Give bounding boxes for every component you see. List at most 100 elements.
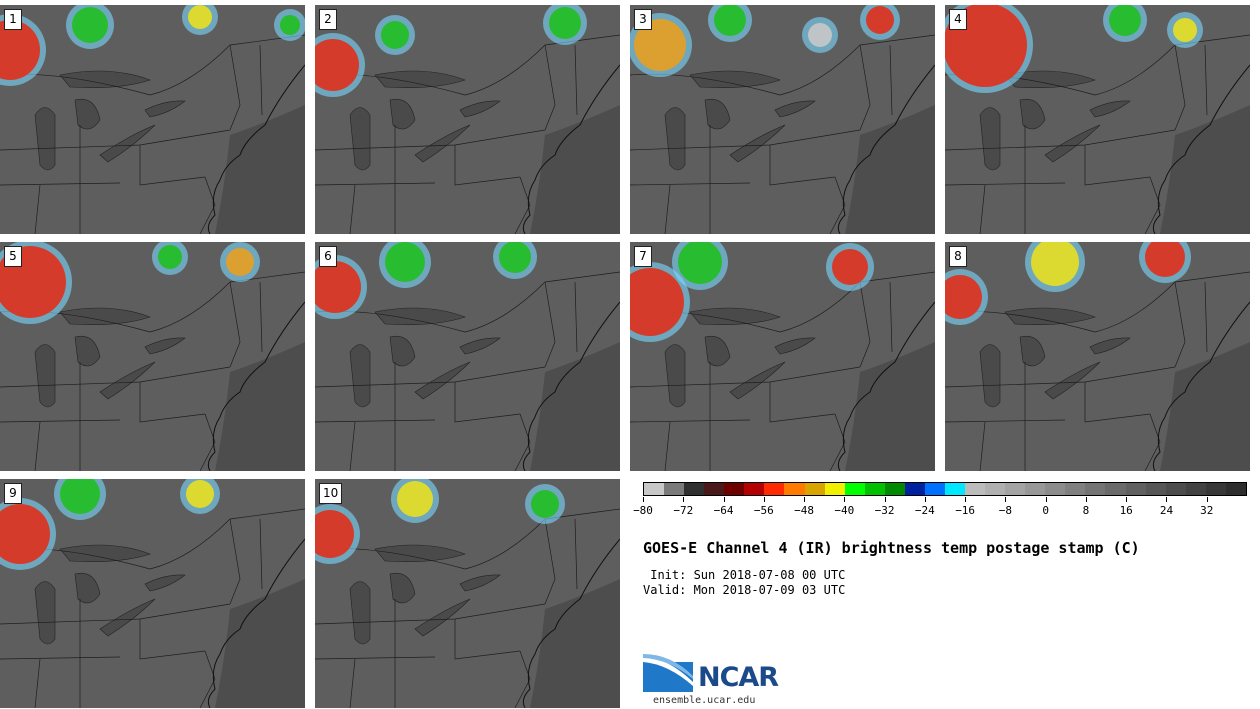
border-line [199, 176, 216, 234]
border-line [229, 281, 241, 368]
colorbar-tick [1206, 497, 1208, 502]
border-line [229, 518, 241, 605]
colorbar-bin [864, 483, 885, 495]
lake-ontario [774, 100, 816, 118]
colorbar-tick [763, 497, 765, 502]
lake-huron [704, 98, 731, 130]
lake-superior [59, 70, 151, 88]
ensemble-member-panel-4: 4 [945, 5, 1250, 234]
panel-label-4: 4 [949, 9, 967, 30]
cloud-top [1031, 242, 1079, 286]
init-time: Init: Sun 2018-07-08 00 UTC [643, 568, 846, 582]
colorbar-tick [1085, 497, 1087, 502]
lake-michigan [979, 107, 1001, 171]
colorbar-tick [844, 497, 846, 502]
border-line [454, 619, 521, 660]
ocean-area [530, 342, 620, 471]
lake-superior [689, 307, 781, 325]
lake-erie [414, 124, 471, 163]
cloud-top [280, 15, 300, 35]
border-line [1174, 44, 1186, 131]
lake-michigan [34, 344, 56, 408]
lake-erie [729, 361, 786, 400]
lake-huron [74, 335, 101, 367]
border-line [979, 421, 986, 471]
colorbar-tick [1166, 497, 1168, 502]
colorbar-bin [724, 483, 745, 495]
ocean-area [215, 579, 305, 708]
cloud-top [0, 504, 50, 564]
colorbar-bin [1185, 483, 1206, 495]
border-line [454, 382, 521, 423]
lake-erie [414, 361, 471, 400]
border-line [514, 413, 531, 471]
border-line [315, 656, 436, 660]
border-line [259, 518, 263, 590]
panel-label-6: 6 [319, 246, 337, 267]
colorbar-tick-label: 16 [1119, 504, 1133, 517]
colorbar-bin [944, 483, 965, 495]
ensemble-member-panel-9: 9 [0, 479, 305, 708]
border-line [769, 382, 836, 423]
colorbar-tick-label: −32 [874, 504, 895, 517]
ensemble-member-panel-10: 10 [315, 479, 620, 708]
cloud-top [1173, 18, 1197, 42]
coastline [1152, 301, 1250, 471]
border-line [1204, 281, 1208, 353]
border-line [229, 44, 241, 131]
border-line [315, 419, 436, 423]
border-line [349, 421, 356, 471]
colorbar-bin [1105, 483, 1126, 495]
cloud-top [634, 19, 686, 71]
cloud-top [531, 490, 559, 518]
border-line [514, 650, 531, 708]
border-line [259, 281, 263, 353]
border-line [574, 44, 578, 116]
panel-label-8: 8 [949, 246, 967, 267]
colorbar-bin [704, 483, 725, 495]
border-line [199, 650, 216, 708]
ocean-area [530, 579, 620, 708]
cloud-top [72, 7, 108, 43]
cloud-top [808, 23, 832, 47]
lake-huron [389, 98, 416, 130]
border-line [0, 419, 121, 423]
border-line [454, 145, 521, 186]
colorbar-tick [1045, 497, 1047, 502]
coastline [207, 538, 305, 708]
colorbar-bin [684, 483, 705, 495]
valid-time: Valid: Mon 2018-07-09 03 UTC [643, 583, 846, 597]
panel-label-2: 2 [319, 9, 337, 30]
coastline [1152, 64, 1250, 234]
border-line [544, 518, 556, 605]
ocean-area [845, 105, 935, 234]
cloud-top [630, 268, 684, 336]
border-line [945, 271, 1250, 333]
map-8 [945, 242, 1250, 471]
colorbar-bin [1005, 483, 1026, 495]
lake-huron [389, 572, 416, 604]
colorbar-tick [1005, 497, 1007, 502]
lake-superior [59, 544, 151, 562]
cloud-top [866, 6, 894, 34]
lake-huron [1019, 335, 1046, 367]
panel-label-5: 5 [4, 246, 22, 267]
colorbar-tick-label: −48 [794, 504, 814, 517]
border-line [979, 184, 986, 234]
lake-huron [74, 98, 101, 130]
cloud-top [315, 261, 361, 313]
coastline [522, 64, 620, 234]
border-line [34, 421, 41, 471]
border-line [630, 419, 751, 423]
cloud-top [714, 5, 746, 36]
border-line [0, 656, 121, 660]
border-line [769, 145, 836, 186]
ensemble-member-panel-1: 1 [0, 5, 305, 234]
lake-superior [374, 307, 466, 325]
panel-label-9: 9 [4, 483, 22, 504]
border-line [1144, 413, 1161, 471]
cloud-top [499, 242, 531, 273]
lake-ontario [1089, 337, 1131, 355]
cloud-top [226, 248, 254, 276]
colorbar-bin [1065, 483, 1086, 495]
